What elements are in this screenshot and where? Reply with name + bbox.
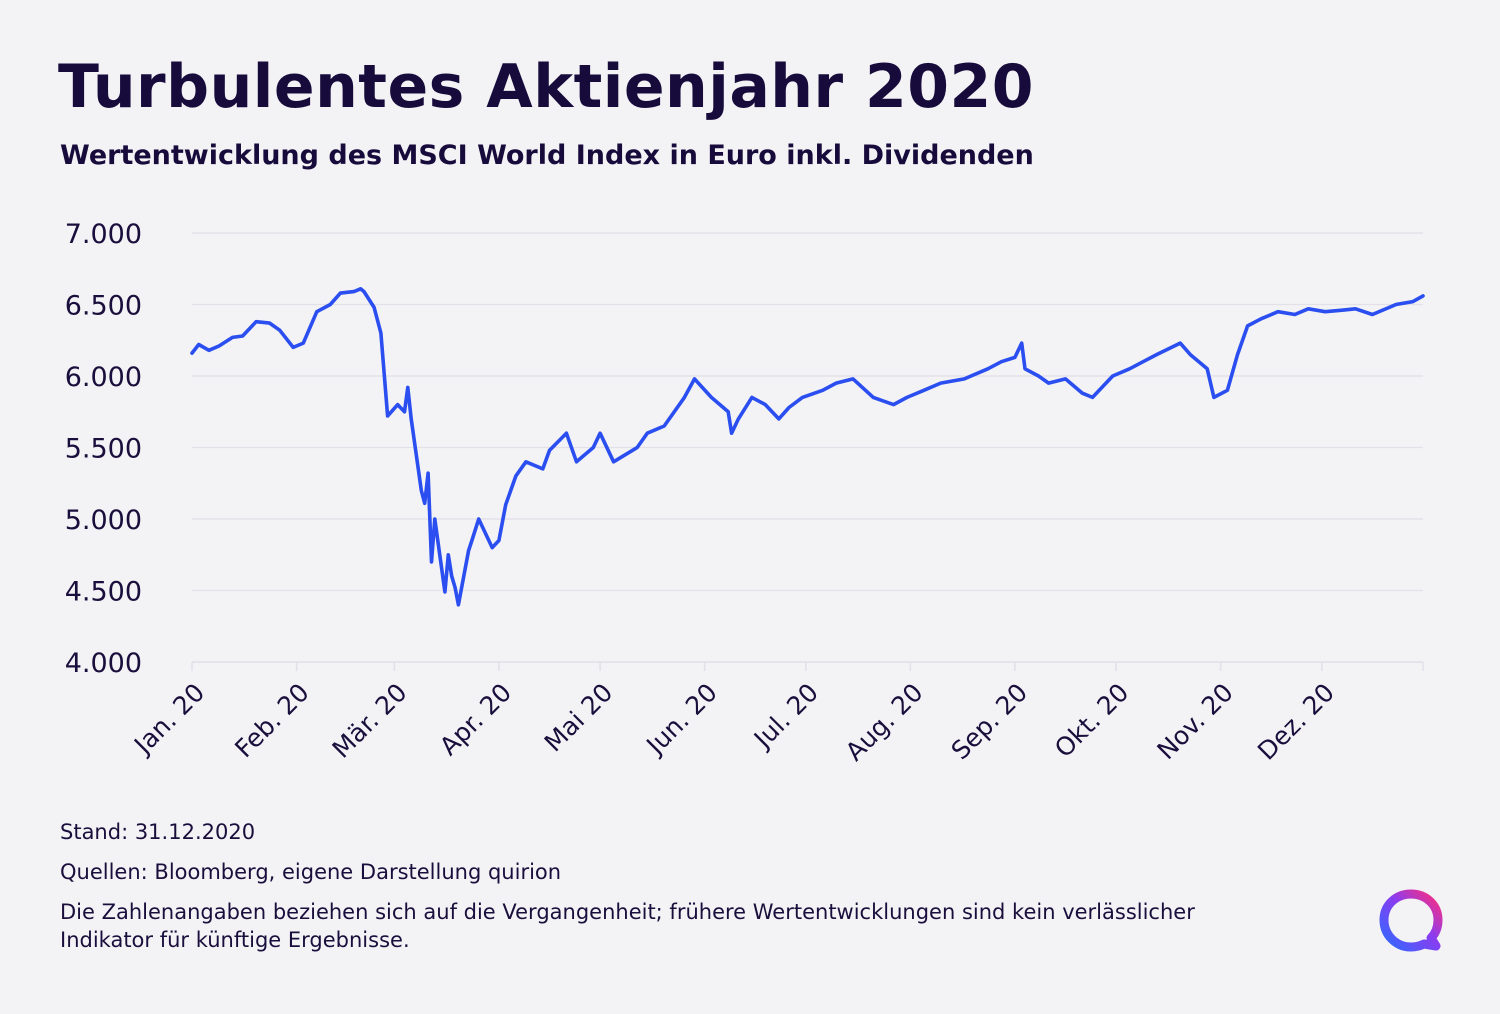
- x-tick-label: Jan. 20: [127, 678, 210, 761]
- x-axis: Jan. 20 Feb. 20 Mär. 20 Apr. 20 Mai 20 Jun. 2…: [127, 661, 1424, 767]
- series-layer: [190, 286, 1425, 607]
- y-tick-label: 5.500: [65, 434, 142, 465]
- y-tick-label: 6.500: [65, 291, 142, 322]
- x-tick-label: Sep. 20: [946, 678, 1034, 766]
- chart-subtitle: Wertentwicklung des MSCI World Index in …: [60, 140, 1034, 171]
- disclaimer-line-1: Die Zahlenangaben beziehen sich auf die …: [60, 900, 1195, 924]
- x-tick-label: Jul. 20: [747, 678, 824, 755]
- y-axis: 4.000 4.500 5.000 5.500 6.000 6.500 7.000: [65, 219, 142, 679]
- disclaimer-line-2: Indikator für künftige Ergebnisse.: [60, 928, 410, 952]
- quirion-logo-icon: [1379, 889, 1443, 952]
- x-tick-label: Aug. 20: [840, 678, 929, 767]
- x-tick-label: Nov. 20: [1152, 678, 1239, 765]
- x-tick-label: Jun. 20: [640, 678, 723, 761]
- y-tick-label: 4.500: [65, 577, 142, 608]
- x-tick-label: Mai 20: [539, 678, 619, 758]
- x-tick-label: Apr. 20: [434, 678, 517, 761]
- stand-note: Stand: 31.12.2020: [60, 820, 256, 844]
- x-tick-label: Okt. 20: [1049, 678, 1134, 763]
- series-line: [190, 286, 1425, 607]
- gridlines: [192, 232, 1423, 592]
- y-tick-label: 7.000: [65, 219, 142, 250]
- y-tick-label: 5.000: [65, 505, 142, 536]
- line-chart: 4.000 4.500 5.000 5.500 6.000 6.500 7.000 Jan.…: [65, 219, 1425, 767]
- x-tick-label: Dez. 20: [1252, 678, 1340, 766]
- chart-title: Turbulentes Aktienjahr 2020: [58, 52, 1034, 122]
- y-tick-label: 6.000: [65, 362, 142, 393]
- x-tick-label: Feb. 20: [229, 678, 315, 764]
- x-tick-label: Mär. 20: [327, 678, 413, 764]
- source-note: Quellen: Bloomberg, eigene Darstellung q…: [60, 860, 562, 884]
- y-tick-label: 4.000: [65, 648, 142, 679]
